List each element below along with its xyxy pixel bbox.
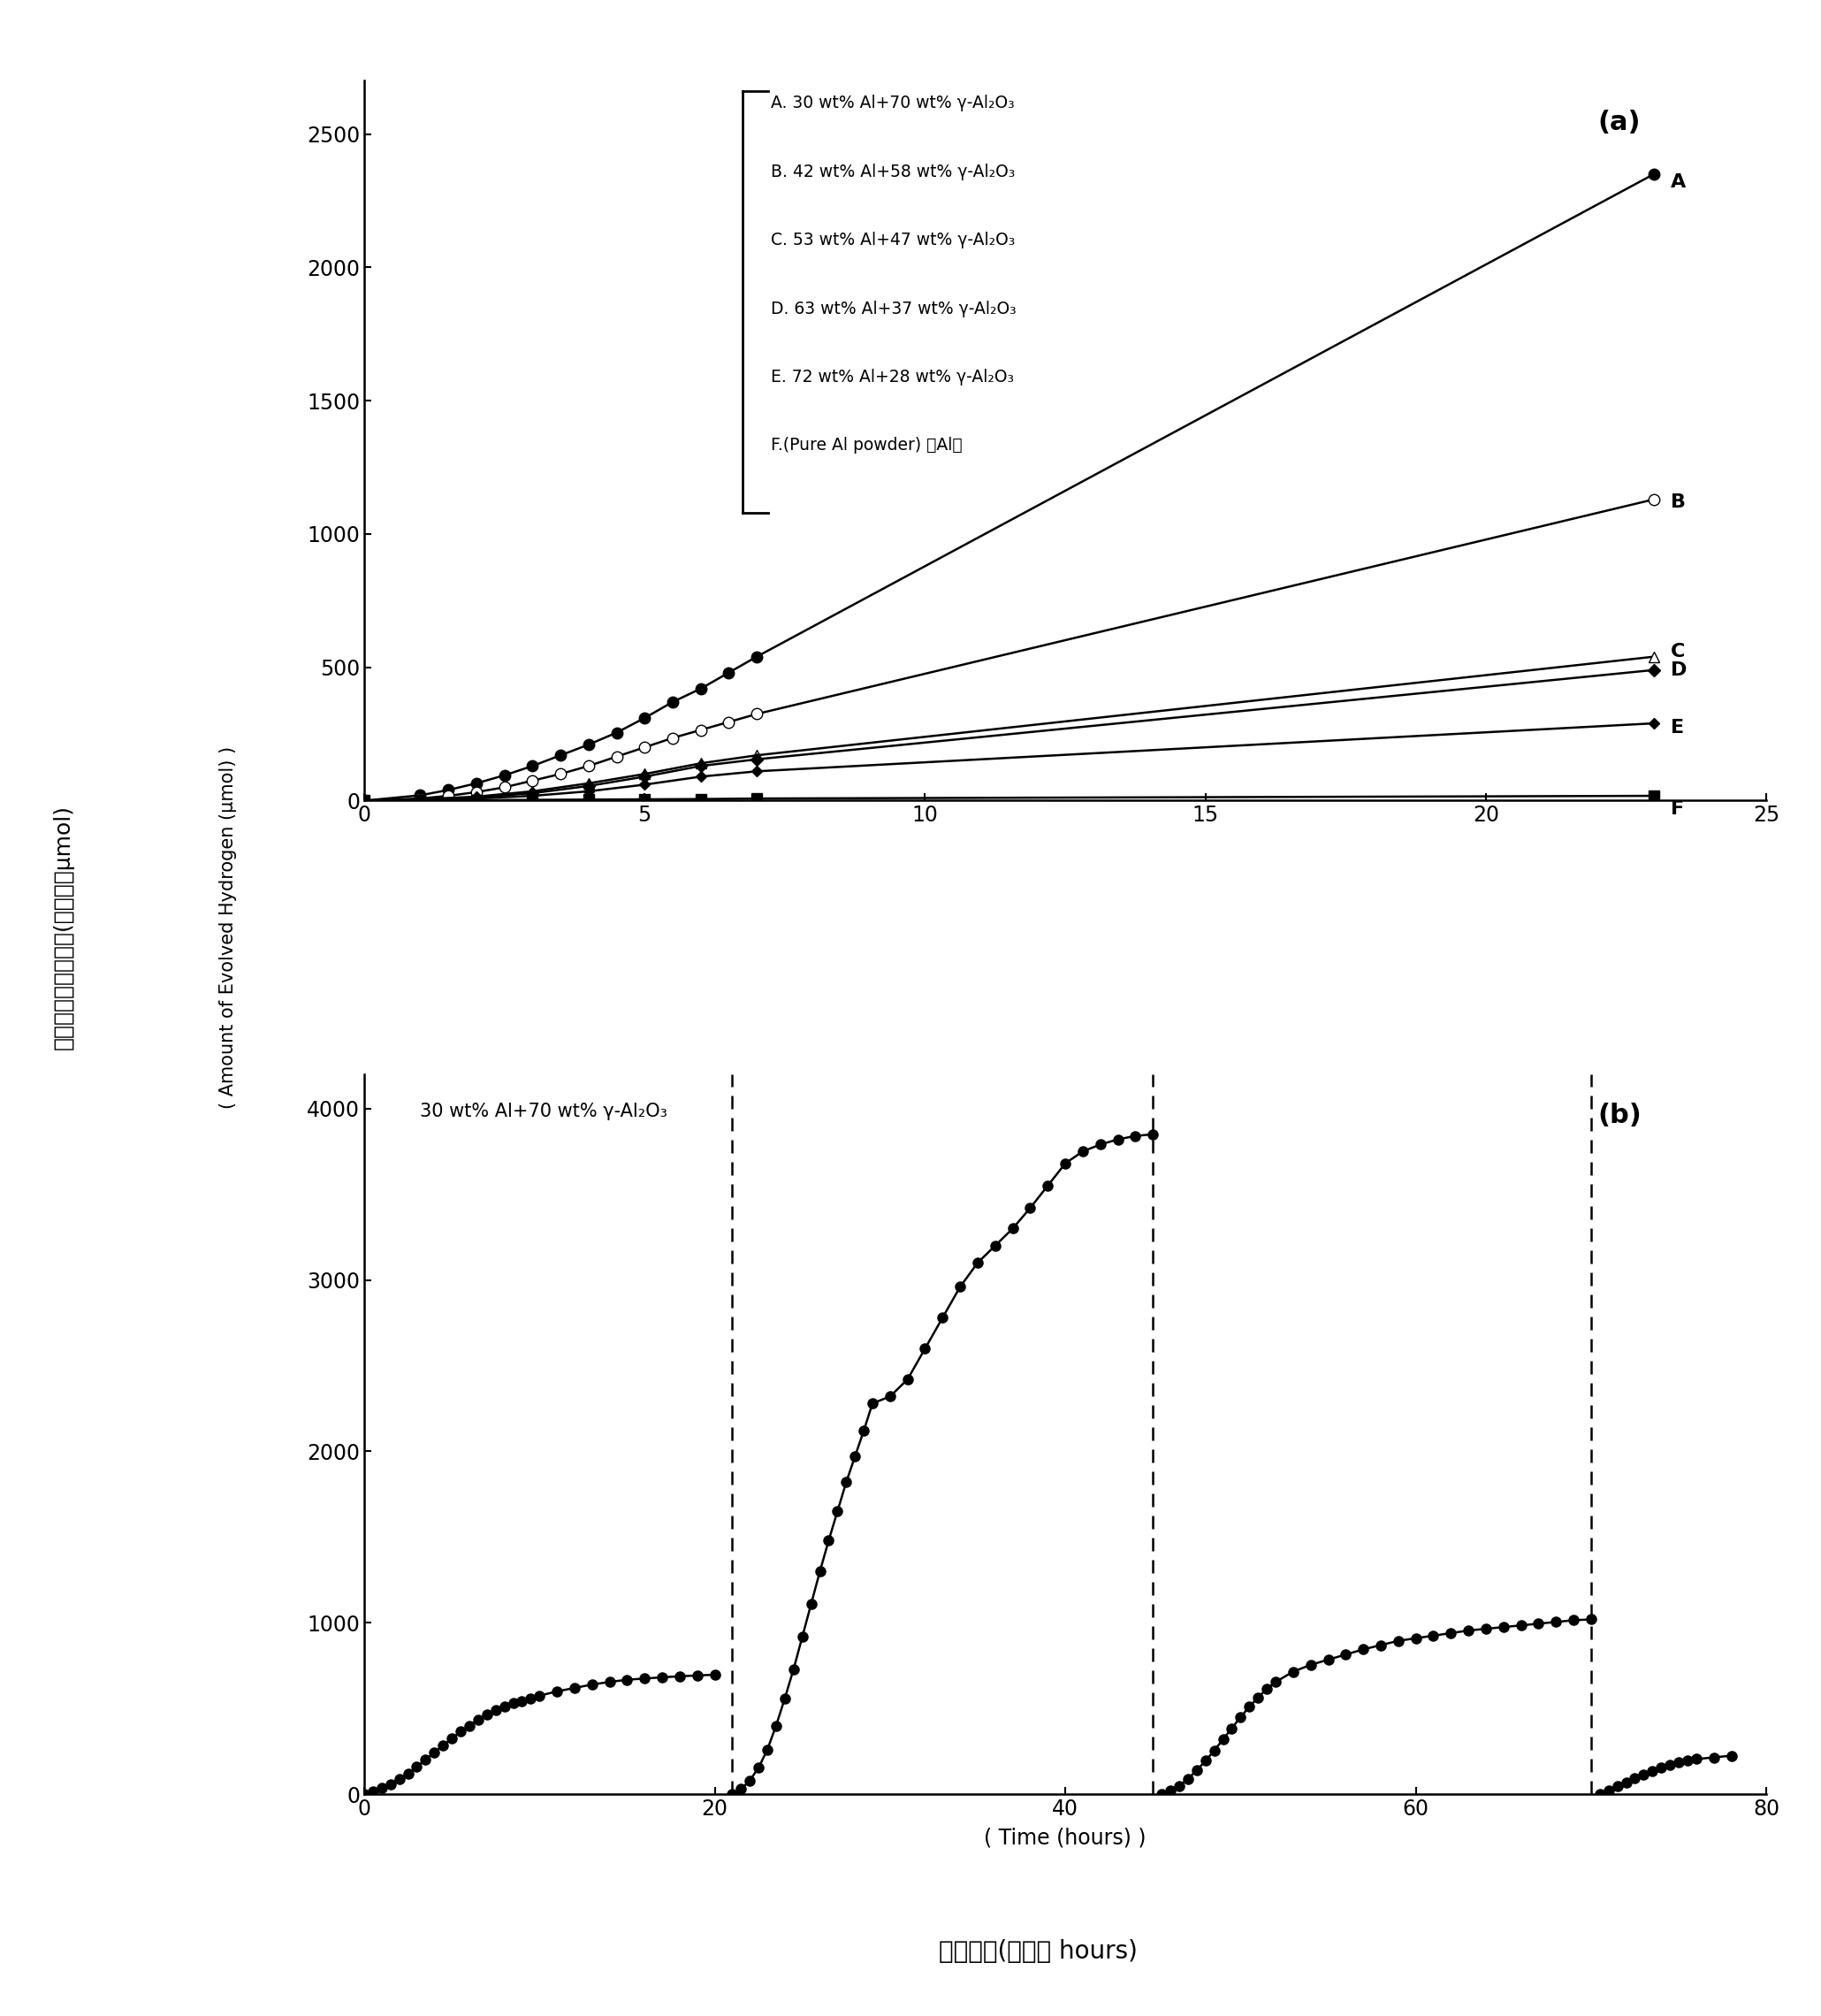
Text: F: F (1672, 800, 1684, 816)
Text: 产氢量随时间的变化(微摩尔，μmol): 产氢量随时间的变化(微摩尔，μmol) (53, 804, 75, 1050)
Text: (a): (a) (1599, 109, 1641, 135)
Text: (b): (b) (1599, 1103, 1643, 1129)
Text: 反应时间(小时， hours): 反应时间(小时， hours) (938, 1939, 1138, 1964)
X-axis label: ( Time (hours) ): ( Time (hours) ) (983, 1826, 1147, 1849)
Text: E. 72 wt% Al+28 wt% γ-Al₂O₃: E. 72 wt% Al+28 wt% γ-Al₂O₃ (770, 369, 1014, 385)
Text: B: B (1672, 494, 1686, 510)
Text: D. 63 wt% Al+37 wt% γ-Al₂O₃: D. 63 wt% Al+37 wt% γ-Al₂O₃ (770, 300, 1016, 317)
Text: F.(Pure Al powder) 绎Al粉: F.(Pure Al powder) 绎Al粉 (770, 437, 961, 454)
Text: D: D (1672, 661, 1688, 679)
Text: E: E (1672, 718, 1684, 736)
Text: B. 42 wt% Al+58 wt% γ-Al₂O₃: B. 42 wt% Al+58 wt% γ-Al₂O₃ (770, 163, 1014, 179)
Text: A. 30 wt% Al+70 wt% γ-Al₂O₃: A. 30 wt% Al+70 wt% γ-Al₂O₃ (770, 95, 1014, 111)
Text: C. 53 wt% Al+47 wt% γ-Al₂O₃: C. 53 wt% Al+47 wt% γ-Al₂O₃ (770, 232, 1014, 248)
Text: C: C (1672, 643, 1686, 659)
Text: A: A (1672, 173, 1686, 192)
Text: ( Amount of Evolved Hydrogen (μmol) ): ( Amount of Evolved Hydrogen (μmol) ) (219, 746, 237, 1109)
Text: 30 wt% Al+70 wt% γ-Al₂O₃: 30 wt% Al+70 wt% γ-Al₂O₃ (421, 1103, 668, 1121)
